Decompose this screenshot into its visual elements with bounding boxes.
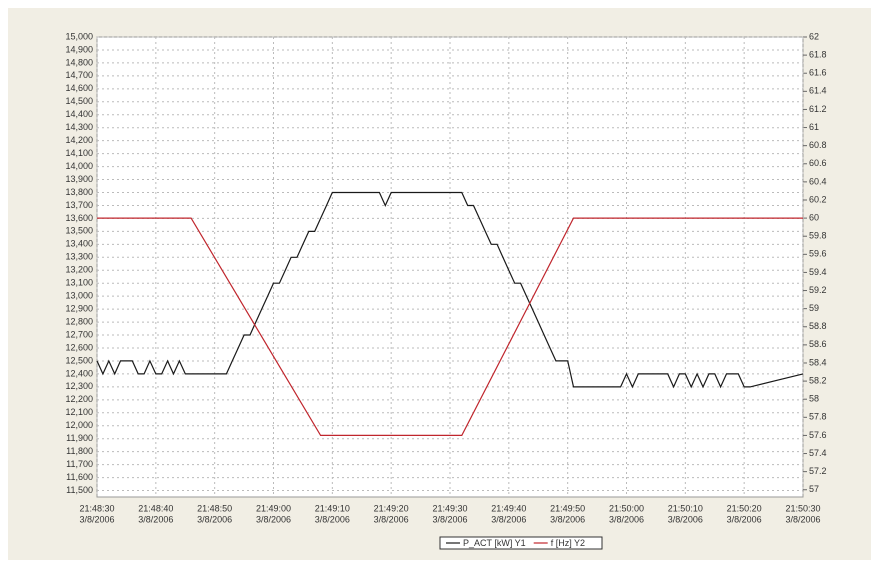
y2-tick-label: 57.2 [809, 466, 827, 476]
x-tick-date: 3/8/2006 [315, 514, 350, 524]
x-tick-date: 3/8/2006 [668, 514, 703, 524]
y-tick-label: 12,800 [65, 316, 93, 326]
y2-tick-label: 57.8 [809, 412, 827, 422]
x-tick-label: 21:49:10 [315, 503, 350, 513]
y-tick-label: 12,400 [65, 368, 93, 378]
y2-tick-label: 58.8 [809, 321, 827, 331]
x-tick-label: 21:48:40 [138, 503, 173, 513]
series-line [96, 191, 804, 389]
y2-tick-label: 57.4 [809, 448, 827, 458]
y-tick-label: 12,700 [65, 329, 93, 339]
y-tick-label: 12,900 [65, 303, 93, 313]
y-tick-label: 12,000 [65, 420, 93, 430]
y2-tick-label: 62 [809, 31, 819, 41]
y-tick-label: 14,700 [65, 70, 93, 80]
y-tick-label: 13,300 [65, 252, 93, 262]
y2-tick-label: 57 [809, 484, 819, 494]
y-tick-label: 11,500 [66, 485, 93, 495]
y2-tick-label: 58.2 [809, 375, 827, 385]
y2-tick-label: 61.6 [809, 68, 827, 78]
legend-box [439, 536, 603, 550]
x-tick-label: 21:50:00 [609, 503, 644, 513]
y2-tick-label: 59.2 [809, 285, 827, 295]
y-tick-label: 12,300 [65, 381, 93, 391]
y-tick-label: 14,200 [65, 135, 93, 145]
y-tick-label: 13,800 [65, 187, 93, 197]
y-tick-label: 13,700 [65, 200, 93, 210]
y2-tick-label: 60.8 [809, 140, 827, 150]
y2-tick-label: 60 [809, 212, 819, 222]
y2-tick-label: 59 [809, 303, 819, 313]
x-tick-date: 3/8/2006 [256, 514, 291, 524]
y-tick-label: 14,100 [65, 148, 93, 158]
x-tick-label: 21:48:50 [197, 503, 232, 513]
x-tick-date: 3/8/2006 [197, 514, 232, 524]
y-tick-label: 13,200 [65, 265, 93, 275]
legend-label: f [Hz] Y2 [551, 538, 585, 548]
y-tick-label: 11,700 [66, 459, 93, 469]
x-tick-label: 21:49:00 [256, 503, 291, 513]
y2-tick-label: 61.2 [809, 104, 827, 114]
x-tick-date: 3/8/2006 [79, 514, 114, 524]
y-tick-label: 14,300 [65, 122, 93, 132]
y-tick-label: 15,000 [65, 31, 93, 41]
x-tick-label: 21:49:30 [432, 503, 467, 513]
y2-tick-label: 60.6 [809, 158, 827, 168]
y2-tick-label: 60.2 [809, 194, 827, 204]
legend-label: P_ACT [kW] Y1 [463, 538, 526, 548]
y-tick-label: 14,500 [65, 96, 93, 106]
x-tick-date: 3/8/2006 [609, 514, 644, 524]
x-tick-date: 3/8/2006 [727, 514, 762, 524]
y2-tick-label: 58.6 [809, 339, 827, 349]
y-tick-label: 11,600 [66, 472, 93, 482]
y-tick-label: 14,900 [65, 44, 93, 54]
y2-tick-label: 61 [809, 122, 819, 132]
y-tick-label: 13,000 [65, 291, 93, 301]
y-tick-label: 14,600 [65, 83, 93, 93]
y-tick-label: 14,000 [65, 161, 93, 171]
x-tick-label: 21:49:50 [550, 503, 585, 513]
y-tick-label: 11,900 [66, 433, 93, 443]
y2-tick-label: 61.4 [809, 86, 827, 96]
y-tick-label: 14,400 [65, 109, 93, 119]
x-tick-date: 3/8/2006 [785, 514, 820, 524]
y2-tick-label: 60.4 [809, 176, 827, 186]
x-tick-label: 21:49:40 [491, 503, 526, 513]
y-tick-label: 14,800 [65, 57, 93, 67]
x-tick-date: 3/8/2006 [491, 514, 526, 524]
x-tick-label: 21:50:20 [727, 503, 762, 513]
y-tick-label: 12,500 [65, 355, 93, 365]
y2-tick-label: 59.4 [809, 267, 827, 277]
x-tick-date: 3/8/2006 [138, 514, 173, 524]
x-tick-label: 21:50:30 [785, 503, 820, 513]
y-tick-label: 13,400 [65, 239, 93, 249]
y-tick-label: 13,100 [65, 278, 93, 288]
y-tick-label: 12,200 [65, 394, 93, 404]
x-tick-date: 3/8/2006 [432, 514, 467, 524]
y-tick-label: 12,100 [65, 407, 93, 417]
y2-tick-label: 58.4 [809, 357, 827, 367]
x-tick-date: 3/8/2006 [550, 514, 585, 524]
y-tick-label: 12,600 [65, 342, 93, 352]
y2-tick-label: 59.8 [809, 231, 827, 241]
y-tick-label: 13,900 [65, 174, 93, 184]
series-line [97, 217, 803, 436]
y2-tick-label: 57.6 [809, 430, 827, 440]
y2-tick-label: 61.8 [809, 49, 827, 59]
x-tick-date: 3/8/2006 [374, 514, 409, 524]
x-tick-label: 21:49:20 [374, 503, 409, 513]
y2-tick-label: 59.6 [809, 249, 827, 259]
x-tick-label: 21:50:10 [668, 503, 703, 513]
y-tick-label: 13,600 [65, 213, 93, 223]
y2-tick-label: 58 [809, 394, 819, 404]
x-tick-label: 21:48:30 [79, 503, 114, 513]
y-tick-label: 11,800 [66, 446, 93, 456]
y-tick-label: 13,500 [65, 226, 93, 236]
